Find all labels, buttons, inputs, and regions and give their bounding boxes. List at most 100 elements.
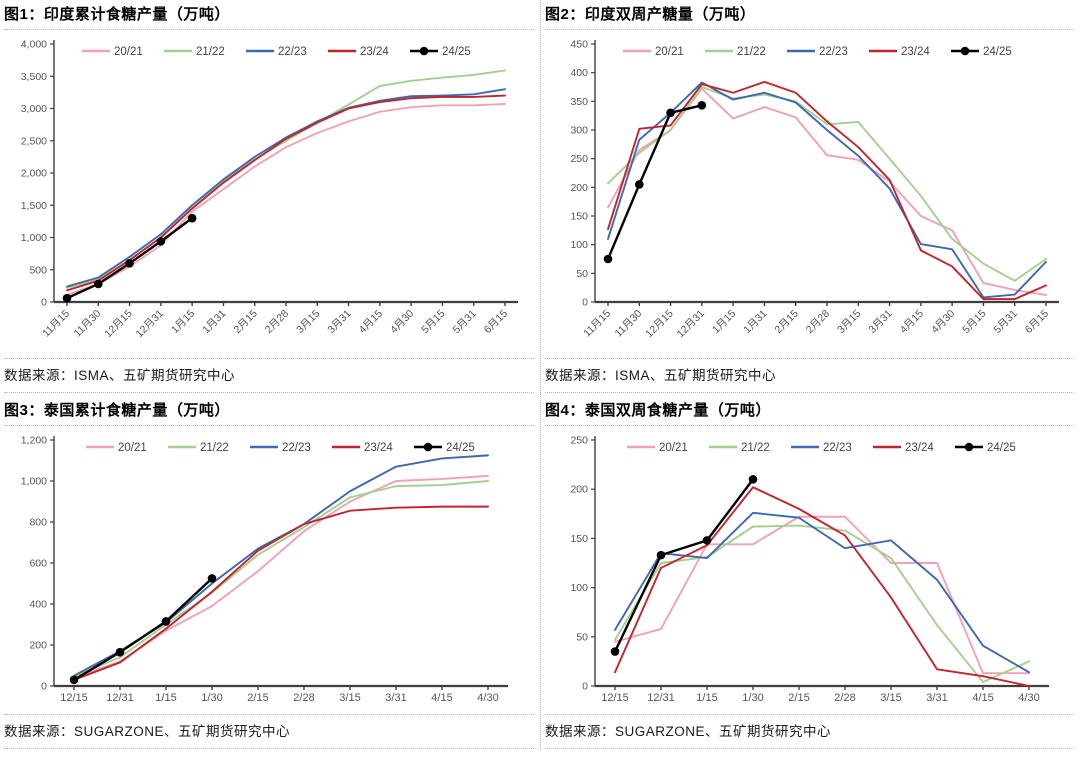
axes (594, 436, 1049, 688)
series-23-24 (73, 505, 489, 681)
legend-label: 21/22 (741, 442, 770, 454)
x-tick-label: 5月15 (419, 308, 447, 336)
x-tick-label: 12/15 (601, 692, 629, 704)
series-22-23 (66, 88, 506, 288)
chart-4-canvas: 0 50 100 150 200 250 12/15 12/31 1/15 1/30 2/15 2/2… (545, 426, 1073, 714)
legend-item-20-21: 20/21 (623, 46, 684, 58)
data-point-marker (125, 259, 134, 268)
legend-label: 22/23 (278, 46, 307, 58)
legend-label: 20/21 (655, 46, 684, 58)
series-21-22 (607, 86, 1047, 282)
x-tick-label: 4/15 (431, 692, 452, 704)
legend-label: 24/25 (442, 46, 471, 58)
series-20-21 (614, 515, 1030, 675)
x-tick-label: 1月15 (169, 308, 197, 336)
x-tick-label: 5月15 (960, 308, 988, 336)
y-tick-label: 450 (570, 39, 588, 51)
legend-item-23-24: 23/24 (332, 442, 393, 454)
x-tick-label: 4月30 (388, 308, 416, 336)
x-tick-label: 1月15 (710, 308, 738, 336)
data-point-marker (161, 617, 171, 626)
x-tick-label: 3月15 (294, 308, 322, 336)
chart-3-canvas: 0 200 400 600 800 1,000 1,200 12/15 12/31 1/15 1/3… (4, 426, 532, 714)
legend-item-24-25: 24/25 (414, 442, 475, 454)
x-tick-label: 4月30 (929, 308, 957, 336)
x-tick-label: 2/28 (293, 692, 314, 704)
legend-label: 20/21 (118, 442, 147, 454)
data-point-marker (207, 574, 217, 583)
y-tick-label: 0 (41, 297, 47, 309)
series-21-22 (614, 524, 1030, 684)
legend-label: 24/25 (987, 442, 1016, 454)
y-tick-label: 350 (570, 96, 588, 108)
y-tick-label: 250 (570, 435, 588, 447)
y-tick-label: 600 (29, 558, 47, 570)
x-tick-label: 12/31 (647, 692, 675, 704)
legend-label: 23/24 (364, 442, 393, 454)
data-point-marker (187, 213, 197, 223)
panel-chart-3: 图3：泰国累计食糖产量（万吨） 0 200 400 600 800 1,000 1,200 1… (0, 393, 540, 749)
series-23-24 (614, 486, 1030, 687)
y-tick-label: 1,000 (21, 232, 47, 244)
x-tick-label: 2月28 (804, 308, 832, 336)
chart-3-source: 数据来源：SUGARZONE、五矿期货研究中心 (4, 714, 534, 749)
x-tick-label: 4/30 (1018, 692, 1039, 704)
chart-1-canvas: 0 500 1,000 1,500 2,000 2,500 3,000 3,500 4,000 1… (4, 30, 532, 358)
legend-label: 22/23 (282, 442, 311, 454)
data-point-marker (666, 108, 675, 118)
legend: 20/21 21/22 22/23 23/24 24/25 (82, 46, 471, 58)
y-tick-label: 4,000 (21, 39, 47, 51)
x-tick-label: 2月28 (263, 308, 291, 336)
legend-label: 24/25 (983, 46, 1012, 58)
data-point-marker (156, 237, 166, 246)
data-point-marker (656, 550, 666, 560)
legend-item-23-24: 23/24 (873, 442, 934, 454)
x-tick-label: 1月31 (741, 308, 769, 336)
legend-item-21-22: 21/22 (168, 442, 229, 454)
panel-chart-2: 图2：印度双周产糖量（万吨） 0 50 100 150 200 250 300 350 400 4… (540, 0, 1080, 393)
y-tick-label: 1,500 (21, 200, 47, 212)
y-tick-label: 150 (570, 211, 588, 223)
x-tick-label: 11月30 (72, 308, 104, 340)
y-tick-label: 0 (582, 681, 588, 693)
x-tick-label: 5月31 (451, 308, 479, 336)
series-24-25 (610, 475, 758, 656)
legend-label: 21/22 (737, 46, 766, 58)
x-tick-label: 12月31 (675, 308, 708, 341)
chart-1-title: 图1：印度累计食糖产量（万吨） (4, 0, 534, 30)
x-tick-label: 2月15 (773, 308, 801, 336)
x-tick-label: 6月15 (1023, 308, 1051, 336)
y-tick-label: 3,500 (21, 71, 47, 83)
legend-label: 21/22 (200, 442, 229, 454)
chart-1-source: 数据来源：ISMA、五矿期货研究中心 (4, 358, 534, 393)
x-tick-label: 6月15 (482, 308, 510, 336)
x-tick-label: 12/31 (106, 692, 134, 704)
series-24-25 (69, 574, 217, 685)
legend-label: 22/23 (823, 442, 852, 454)
chart-2-title: 图2：印度双周产糖量（万吨） (545, 0, 1074, 30)
y-tick-label: 300 (570, 125, 588, 137)
legend-item-24-25: 24/25 (951, 46, 1012, 58)
panel-chart-1: 图1：印度累计食糖产量（万吨） 0 500 1,000 1,500 2,000 2,500… (0, 0, 540, 393)
data-point-marker (610, 647, 620, 656)
axes (594, 40, 1059, 304)
x-tick-label: 1月31 (200, 308, 228, 336)
series-21-22 (73, 480, 489, 678)
y-tick-label: 200 (29, 640, 47, 652)
x-tick-label: 12月15 (643, 308, 676, 341)
chart-3-title: 图3：泰国累计食糖产量（万吨） (4, 393, 534, 426)
y-axis-ticks: 0 50 100 150 200 250 300 350 400 450 (570, 39, 595, 309)
x-tick-label: 11月15 (40, 308, 72, 340)
data-point-marker (748, 475, 758, 484)
legend-item-21-22: 21/22 (709, 442, 770, 454)
legend-label: 20/21 (659, 442, 688, 454)
x-tick-label: 3/15 (339, 692, 360, 704)
x-tick-label: 4/30 (477, 692, 498, 704)
y-tick-label: 200 (570, 182, 588, 194)
legend: 20/21 21/22 22/23 23/24 24/25 (623, 46, 1012, 58)
chart-4-title: 图4：泰国双周食糖产量（万吨） (545, 393, 1074, 426)
legend-item-22-23: 22/23 (246, 46, 307, 58)
y-tick-label: 50 (576, 631, 588, 643)
